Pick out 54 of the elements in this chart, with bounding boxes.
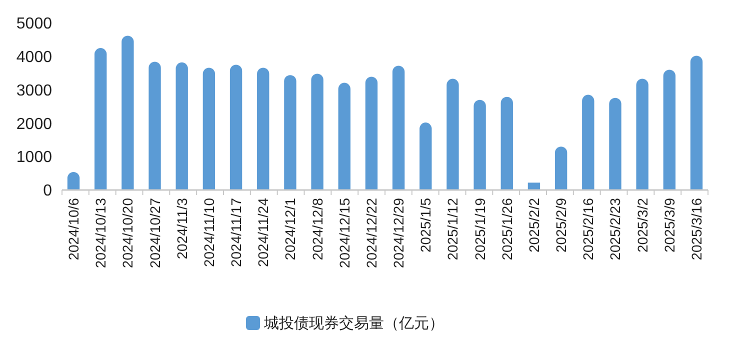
- y-tick-label: 0: [43, 182, 52, 200]
- x-tick-label: 2024/12/8: [309, 198, 326, 260]
- bar: [663, 70, 676, 190]
- y-tick-label: 5000: [16, 16, 52, 33]
- x-tick-label: 2024/11/3: [174, 198, 190, 260]
- bar: [230, 64, 242, 190]
- x-tick-label: 2024/10/20: [120, 198, 136, 268]
- bar: [446, 78, 459, 190]
- x-tick-label: 2024/12/1: [282, 198, 298, 260]
- bar: [365, 76, 378, 190]
- bar: [554, 146, 568, 190]
- bar: [500, 96, 513, 190]
- x-tick-label: 2025/1/5: [418, 198, 434, 252]
- x-tick-label: 2024/11/17: [228, 198, 244, 268]
- x-tick-label: 2025/3/9: [661, 198, 678, 252]
- bar: [94, 48, 107, 190]
- bar: [148, 62, 161, 190]
- x-tick-label: 2024/10/27: [146, 198, 163, 268]
- x-tick-label: 2025/3/2: [634, 198, 650, 252]
- bar: [636, 78, 648, 190]
- x-tick-label: 2024/12/15: [336, 198, 352, 268]
- x-tick-label: 2024/12/29: [390, 198, 407, 268]
- x-tick-label: 2025/2/23: [607, 198, 624, 260]
- bar: [202, 68, 216, 190]
- bar: [420, 122, 432, 190]
- bar: [582, 94, 594, 190]
- x-tick-label: 2025/3/16: [688, 198, 704, 260]
- bar: [392, 66, 405, 190]
- y-tick-label: 4000: [16, 49, 52, 66]
- x-tick-label: 2025/2/16: [580, 198, 596, 260]
- x-tick-label: 2025/1/12: [444, 198, 461, 260]
- bar: [122, 36, 134, 190]
- bar: [311, 74, 324, 190]
- x-tick-label: 2024/10/13: [92, 198, 109, 268]
- x-tick-label: 2025/1/19: [472, 198, 488, 260]
- bar: [609, 98, 622, 190]
- legend-label: 城投债现券交易量（亿元）: [263, 315, 444, 332]
- x-tick-label: 2024/12/22: [363, 198, 380, 268]
- bar: [474, 100, 486, 190]
- x-tick-label: 2024/11/10: [200, 198, 217, 268]
- bar: [338, 82, 350, 190]
- y-tick-label: 1000: [16, 149, 52, 166]
- bar: [176, 62, 188, 190]
- bar: [528, 182, 540, 190]
- x-tick-label: 2025/2/2: [526, 198, 542, 252]
- y-tick-label: 3000: [16, 82, 52, 100]
- bar: [284, 75, 296, 190]
- bar: [690, 56, 703, 190]
- y-tick-label: 2000: [16, 116, 52, 133]
- x-tick-label: 2025/2/9: [553, 198, 570, 252]
- x-tick-label: 2025/1/26: [498, 198, 515, 260]
- x-tick-label: 2024/11/24: [255, 198, 272, 268]
- bar: [257, 68, 270, 190]
- x-tick-label: 2024/10/6: [66, 198, 82, 260]
